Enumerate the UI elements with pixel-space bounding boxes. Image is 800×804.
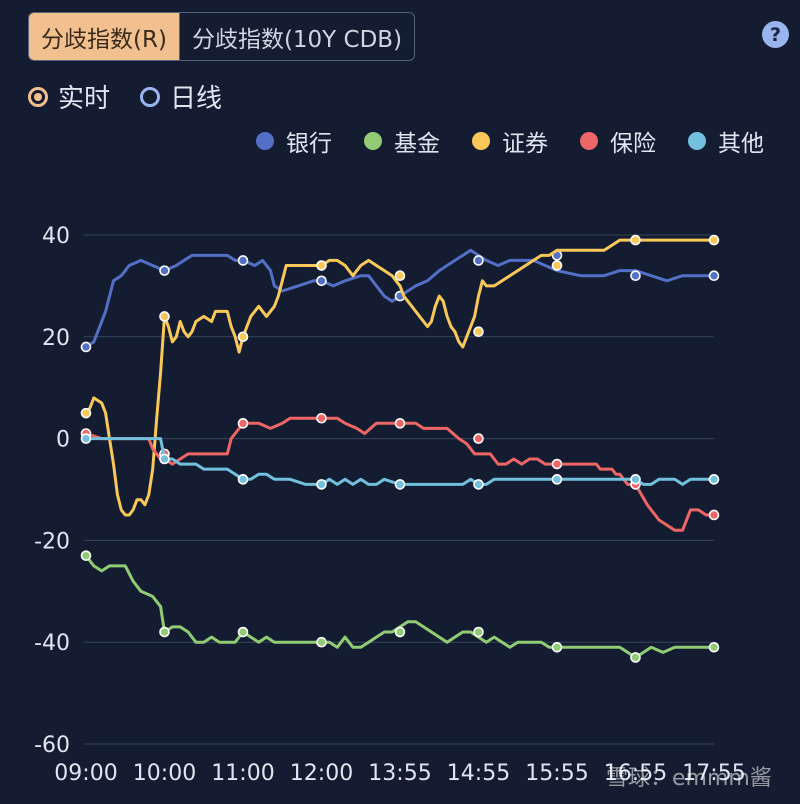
data-point bbox=[159, 265, 170, 276]
legend-item[interactable]: 证券 bbox=[472, 124, 548, 158]
x-tick-label: 10:00 bbox=[133, 761, 196, 786]
x-tick-label: 13:55 bbox=[368, 761, 431, 786]
data-point bbox=[80, 550, 92, 561]
series-line bbox=[85, 416, 714, 532]
legend-label: 基金 bbox=[394, 131, 440, 157]
data-point bbox=[630, 270, 641, 282]
data-point bbox=[159, 626, 170, 638]
series-line bbox=[84, 238, 714, 517]
data-point bbox=[394, 418, 406, 429]
x-tick-label: 15:55 bbox=[525, 761, 588, 786]
data-point bbox=[316, 636, 327, 648]
radio-unchecked-icon bbox=[140, 86, 161, 107]
data-point bbox=[394, 626, 406, 638]
data-point bbox=[80, 341, 92, 353]
y-tick-label: 40 bbox=[42, 224, 70, 249]
legend-label: 银行 bbox=[286, 131, 332, 157]
radio-realtime[interactable]: 实时 bbox=[28, 78, 110, 115]
x-tick-label: 12:00 bbox=[290, 761, 353, 786]
legend-item[interactable]: 基金 bbox=[364, 124, 440, 158]
data-point bbox=[237, 418, 249, 429]
y-tick-label: -60 bbox=[34, 733, 70, 758]
data-point bbox=[551, 641, 563, 653]
data-point bbox=[473, 255, 484, 266]
help-question-icon[interactable]: ? bbox=[762, 21, 789, 48]
series-line bbox=[84, 554, 714, 659]
data-point bbox=[237, 474, 249, 485]
y-tick-label: 0 bbox=[56, 428, 70, 453]
chart-legend: 银行 基金 证券 保险 其他 bbox=[256, 124, 764, 158]
data-point bbox=[473, 326, 484, 338]
data-point bbox=[316, 275, 327, 287]
series-line bbox=[85, 248, 714, 349]
series-line bbox=[86, 437, 714, 486]
legend-label: 保险 bbox=[610, 131, 656, 157]
data-point bbox=[80, 407, 92, 419]
data-point bbox=[630, 474, 641, 485]
index-tabs: 分歧指数(R) 分歧指数(10Y CDB) bbox=[28, 12, 416, 61]
legend-swatch-icon bbox=[364, 132, 382, 150]
data-point bbox=[80, 433, 92, 444]
tab-divergence-r[interactable]: 分歧指数(R) bbox=[29, 13, 179, 60]
watermark: 雪球：emmm酱 bbox=[606, 766, 772, 791]
radio-checked-icon bbox=[28, 86, 48, 107]
data-point bbox=[630, 652, 641, 663]
data-point bbox=[237, 255, 249, 266]
radio-realtime-label: 实时 bbox=[58, 84, 111, 114]
x-tick-label: 09:00 bbox=[54, 761, 117, 786]
data-point bbox=[237, 331, 249, 343]
legend-swatch-icon bbox=[256, 132, 274, 150]
data-point bbox=[551, 260, 563, 271]
data-point bbox=[237, 626, 249, 638]
x-tick-label: 14:55 bbox=[447, 761, 510, 786]
legend-label: 其他 bbox=[718, 131, 764, 157]
data-point bbox=[708, 234, 720, 246]
data-point bbox=[159, 453, 170, 465]
legend-item[interactable]: 保险 bbox=[580, 124, 656, 158]
legend-swatch-icon bbox=[580, 132, 598, 150]
data-point bbox=[316, 412, 327, 424]
data-point bbox=[473, 479, 484, 490]
x-tick-label: 11:00 bbox=[211, 761, 274, 786]
legend-swatch-icon bbox=[472, 132, 490, 150]
legend-item[interactable]: 其他 bbox=[688, 124, 764, 158]
x-tick-label: 16:55 bbox=[604, 761, 667, 786]
data-point bbox=[394, 479, 406, 490]
data-point bbox=[708, 509, 720, 521]
data-point bbox=[473, 626, 484, 638]
data-point bbox=[551, 458, 563, 470]
data-point bbox=[708, 270, 720, 282]
data-point bbox=[316, 260, 327, 271]
legend-item[interactable]: 银行 bbox=[256, 124, 332, 158]
data-point bbox=[551, 474, 563, 485]
radio-daily-label: 日线 bbox=[170, 84, 223, 114]
tab-divergence-10y-cdb[interactable]: 分歧指数(10Y CDB) bbox=[178, 13, 414, 60]
data-point bbox=[630, 234, 641, 246]
radio-daily[interactable]: 日线 bbox=[140, 78, 222, 115]
data-point bbox=[159, 311, 170, 322]
x-tick-label: 17:55 bbox=[682, 761, 745, 786]
data-point bbox=[473, 433, 484, 444]
data-point bbox=[708, 641, 720, 653]
data-point bbox=[708, 474, 720, 485]
legend-label: 证券 bbox=[502, 131, 548, 157]
period-radio-group: 实时 日线 bbox=[28, 78, 222, 115]
legend-swatch-icon bbox=[688, 132, 706, 150]
data-point bbox=[394, 270, 406, 282]
data-point bbox=[316, 479, 327, 490]
y-tick-label: -20 bbox=[34, 529, 70, 554]
y-tick-label: -40 bbox=[34, 631, 70, 656]
y-tick-label: 20 bbox=[42, 326, 70, 351]
